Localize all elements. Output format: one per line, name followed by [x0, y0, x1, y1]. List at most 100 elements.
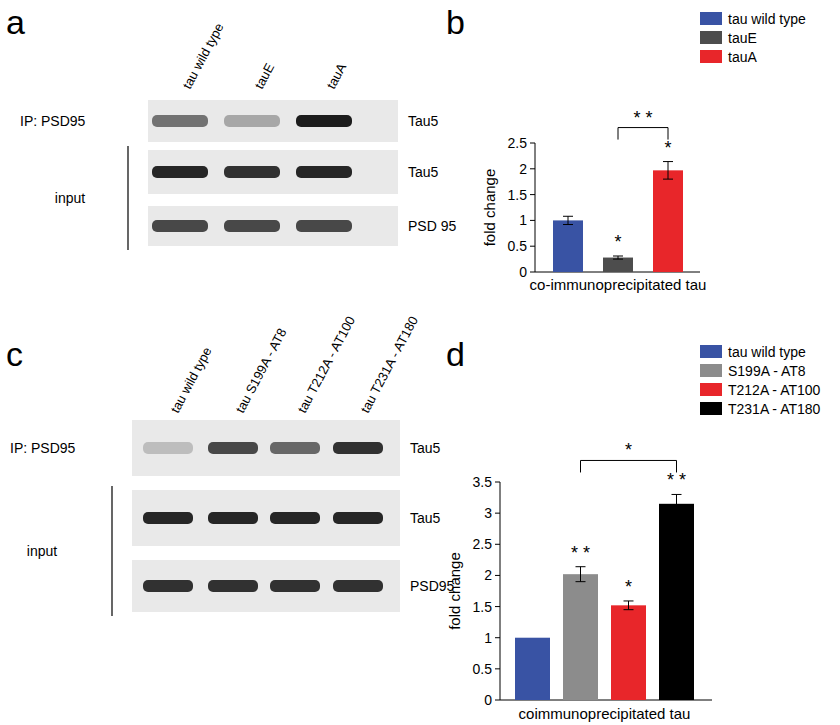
error-bar: [576, 567, 586, 582]
y-tick: [495, 544, 500, 545]
bracket: [581, 460, 677, 472]
error-cap: [624, 609, 634, 610]
band: [333, 442, 383, 454]
input-label: input: [27, 543, 57, 559]
error-cap: [663, 179, 673, 180]
y-tick-label: 1.5: [473, 599, 493, 615]
legend-swatch: [700, 364, 722, 377]
error-bar: [672, 494, 682, 513]
y-tick: [495, 700, 500, 701]
error-stem: [568, 216, 569, 224]
y-tick: [530, 220, 535, 221]
bars: [553, 162, 683, 272]
y-tick-label: 2: [519, 161, 527, 177]
legend-swatch: [700, 383, 722, 396]
figure: abcdtau wild typetauEtauATau5IP: PSD95Ta…: [0, 0, 840, 725]
band: [224, 115, 280, 127]
x-category-label: coimmunoprecipitated tau: [519, 705, 691, 722]
bar-chart: 00.511.522.533.5fold changecoimmunopreci…: [446, 344, 821, 722]
error-cap: [663, 161, 673, 162]
row-label: Tau5: [408, 113, 439, 129]
lane-label: tauE: [251, 60, 277, 91]
y-tick-label: 1: [519, 212, 527, 228]
y-tick-label: 2.5: [473, 536, 493, 552]
x-category-label: co-immunoprecipitated tau: [530, 276, 707, 293]
blot: tau wild type tauE tauA Tau5 IP: PSD95 Tau5 PS…: [20, 21, 456, 250]
y-tick: [495, 606, 500, 607]
input-bracket: [127, 146, 128, 250]
band: [224, 166, 280, 178]
bar: [659, 504, 694, 700]
band: [296, 115, 352, 127]
lane-label: tau wild type: [167, 345, 214, 416]
y-tick-label: 0: [484, 692, 492, 708]
band: [143, 442, 193, 454]
y-tick: [495, 482, 500, 483]
band: [224, 220, 280, 232]
lane-label: tauA: [323, 60, 349, 91]
legend-swatch: [700, 345, 722, 358]
legend-label: tau wild type: [728, 344, 806, 360]
significance: *: [664, 138, 671, 158]
lane-label: tau T212A - AT100: [294, 314, 358, 416]
error-cap: [613, 256, 623, 257]
y-tick-label: 3.5: [473, 474, 493, 490]
y-tick-label: 0.5: [473, 661, 493, 677]
bracket-label: * *: [633, 108, 652, 128]
bar: [515, 638, 550, 700]
band: [296, 166, 352, 178]
background: [0, 0, 840, 725]
y-tick: [530, 194, 535, 195]
band: [152, 220, 208, 232]
y-axis-label: fold change: [481, 169, 498, 247]
panel-letter: d: [446, 335, 465, 373]
blot: tau wild typetau S199A - AT8tau T212A - …: [10, 314, 455, 616]
input-label: input: [55, 190, 85, 206]
legend-swatch: [700, 50, 722, 63]
ip-label: IP: PSD95: [20, 113, 86, 129]
y-tick: [495, 575, 500, 576]
error-cap: [576, 581, 586, 582]
error-bar: [563, 216, 573, 224]
y-tick-label: 1: [484, 630, 492, 646]
error-cap: [563, 216, 573, 217]
y-tick-label: 2.5: [508, 135, 528, 151]
y-tick: [530, 272, 535, 273]
ip-label: IP: PSD95: [10, 440, 76, 456]
error-cap: [672, 513, 682, 514]
y-axis-label: fold change: [446, 552, 463, 630]
row-label: Tau5: [410, 510, 441, 526]
band: [152, 166, 208, 178]
lane-label: tau wild type: [179, 21, 226, 92]
row-label: Tau5: [408, 164, 439, 180]
blot-strip: [132, 490, 400, 546]
error-cap: [624, 600, 634, 601]
error-cap: [576, 566, 586, 567]
band: [143, 512, 193, 524]
y-tick: [530, 168, 535, 169]
error-cap: [613, 259, 623, 260]
blot-strip: [132, 420, 400, 476]
band: [270, 442, 320, 454]
error-bar: [613, 256, 623, 259]
bar: [653, 170, 683, 272]
bar: [603, 258, 633, 272]
y-tick: [530, 143, 535, 144]
error-stem: [628, 601, 629, 610]
y-tick-label: 0.5: [508, 238, 528, 254]
bracket: [618, 128, 668, 140]
legend-label: tauE: [728, 30, 757, 46]
bar-chart: 00.511.522.5fold changeco-immunoprecipit…: [481, 11, 806, 293]
band: [270, 512, 320, 524]
row-label: PSD 95: [408, 218, 456, 234]
band: [296, 220, 352, 232]
y-tick: [495, 637, 500, 638]
input-bracket: [111, 486, 112, 616]
y-tick-label: 3: [484, 505, 492, 521]
bar: [553, 220, 583, 272]
band: [208, 512, 258, 524]
panel-letter: a: [6, 3, 25, 41]
bar: [611, 605, 646, 700]
legend-label: tau wild type: [728, 11, 806, 27]
panel-letter: b: [446, 3, 465, 41]
